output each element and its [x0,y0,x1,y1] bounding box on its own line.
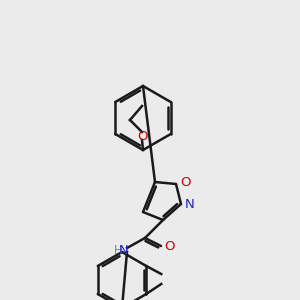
Text: N: N [118,244,128,256]
Text: N: N [185,197,195,211]
Text: H: H [114,244,123,256]
Text: O: O [164,239,175,253]
Text: O: O [137,130,147,142]
Text: O: O [180,176,190,190]
